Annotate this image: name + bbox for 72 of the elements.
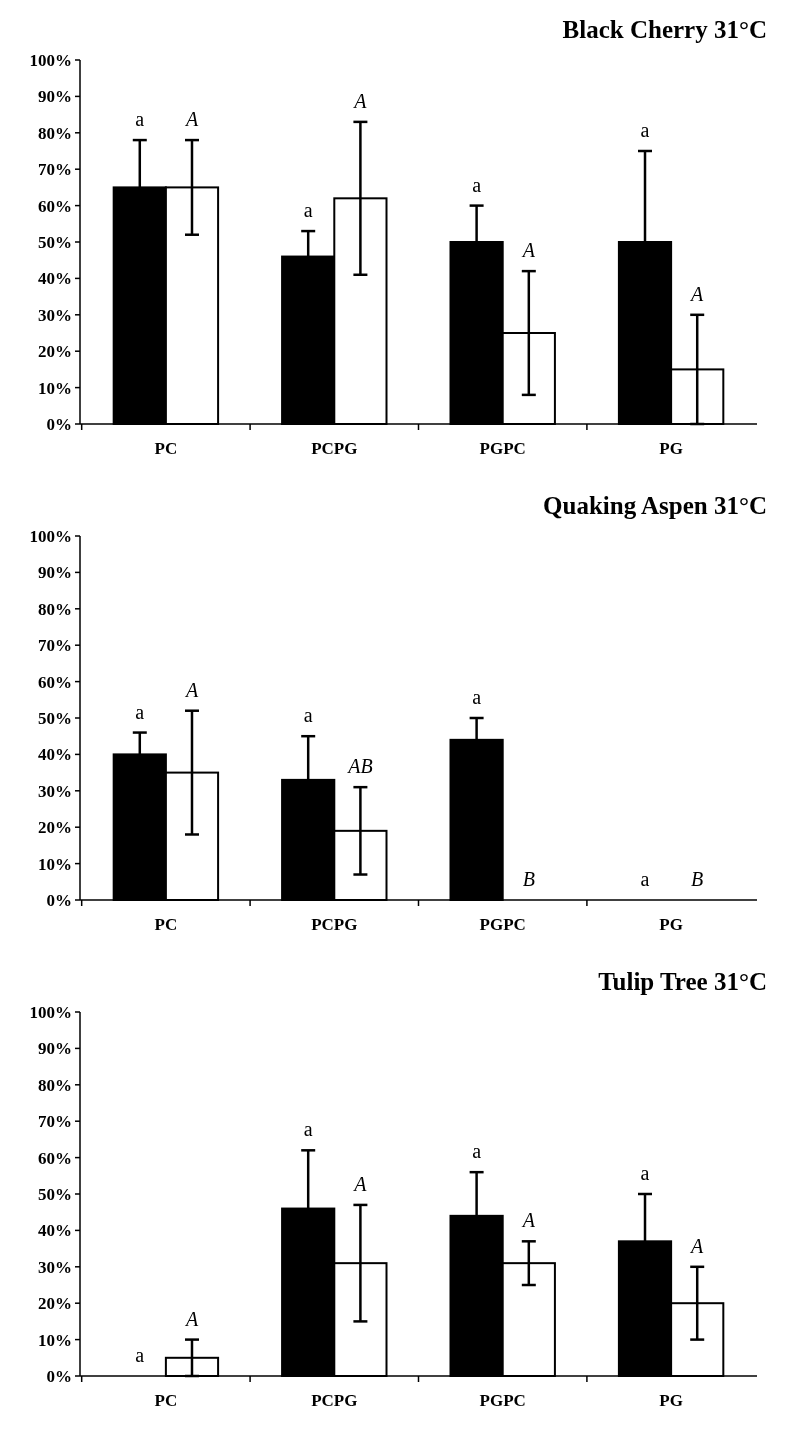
annotation: a (472, 1140, 482, 1163)
annotation: A (689, 1234, 705, 1257)
y-tick-label: 80% (38, 123, 72, 143)
annotation: AB (346, 755, 373, 778)
y-tick-label: 90% (38, 87, 72, 107)
annotation: A (183, 678, 199, 701)
y-tick-label: 90% (38, 563, 72, 583)
y-tick-label: 90% (38, 1039, 72, 1059)
x-tick-label: PC (154, 439, 178, 458)
y-tick-label: 0% (46, 414, 72, 434)
y-tick-label: 20% (38, 342, 72, 362)
annotation: A (352, 89, 368, 112)
x-tick-label: PCPG (311, 915, 358, 934)
y-tick-label: 40% (38, 269, 72, 289)
y-tick-label: 70% (38, 160, 72, 180)
y-tick-label: 0% (46, 1366, 72, 1386)
annotation: B (691, 868, 704, 890)
y-tick-label: 10% (38, 854, 72, 874)
annotation: a (303, 704, 313, 727)
y-tick-label: 30% (38, 1257, 72, 1277)
chart-title: Tulip Tree 31°C (598, 968, 767, 995)
y-tick-label: 10% (38, 1330, 72, 1350)
annotation: a (640, 1162, 650, 1184)
x-tick-label: PG (659, 439, 683, 458)
y-tick-label: 100% (29, 526, 72, 546)
y-tick-label: 20% (38, 1294, 72, 1314)
x-tick-label: PGPC (479, 439, 526, 458)
annotation: a (135, 108, 145, 131)
annotation: a (303, 199, 313, 222)
annotation: A (520, 239, 536, 262)
y-tick-label: 10% (38, 378, 72, 398)
annotation: A (183, 108, 199, 131)
y-tick-label: 100% (29, 1002, 72, 1022)
annotation: a (472, 686, 482, 708)
y-tick-label: 40% (38, 745, 72, 765)
x-tick-label: PG (659, 915, 683, 934)
annotation: a (135, 1344, 145, 1366)
annotation: A (689, 282, 705, 305)
annotation: A (352, 1172, 368, 1195)
y-tick-label: 70% (38, 636, 72, 656)
y-tick-label: 0% (46, 890, 72, 910)
y-tick-label: 80% (38, 599, 72, 619)
annotation: a (135, 700, 145, 723)
y-tick-label: 80% (38, 1075, 72, 1095)
x-tick-label: PG (659, 1391, 683, 1410)
annotation: A (183, 1307, 199, 1330)
x-tick-label: PCPG (311, 439, 358, 458)
x-tick-label: PCPG (311, 1391, 358, 1410)
annotation: a (640, 868, 650, 890)
y-tick-label: 50% (38, 1184, 72, 1204)
x-tick-label: PGPC (479, 915, 526, 934)
y-tick-label: 50% (38, 232, 72, 252)
x-tick-label: PGPC (479, 1391, 526, 1410)
chart-title: Black Cherry 31°C (562, 16, 767, 43)
y-tick-label: 40% (38, 1221, 72, 1241)
y-tick-label: 30% (38, 781, 72, 801)
y-tick-label: 30% (38, 305, 72, 325)
annotation: a (640, 119, 650, 141)
y-tick-label: 100% (29, 50, 72, 70)
y-tick-label: 20% (38, 818, 72, 838)
annotation: a (472, 173, 482, 196)
chart-title: Quaking Aspen 31°C (543, 492, 767, 519)
annotation: A (520, 1209, 536, 1232)
y-tick-label: 70% (38, 1112, 72, 1132)
y-tick-label: 60% (38, 672, 72, 692)
y-tick-label: 60% (38, 196, 72, 216)
y-tick-label: 50% (38, 708, 72, 728)
y-tick-label: 60% (38, 1148, 72, 1168)
x-tick-label: PC (154, 1391, 178, 1410)
x-tick-label: PC (154, 915, 178, 934)
annotation: a (303, 1118, 313, 1141)
annotation: B (522, 868, 535, 890)
